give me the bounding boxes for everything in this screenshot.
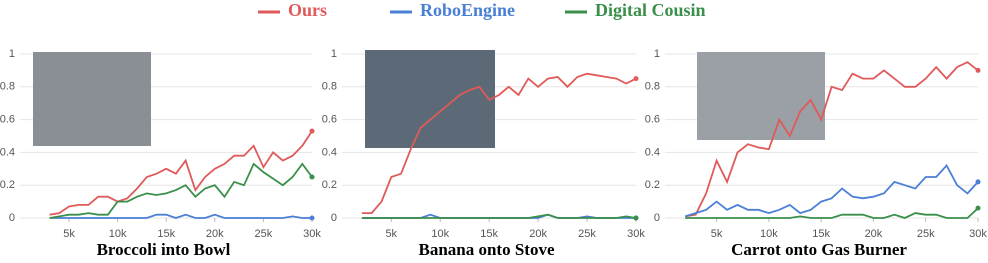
x-tick-label: 10k [431,228,449,240]
y-tick-label: 0.6 [645,114,660,126]
x-tick-label: 30k [969,228,987,240]
chart-title: Carrot onto Gas Burner [731,240,907,259]
series-line [49,213,312,219]
y-tick-label: 0.8 [322,81,337,93]
legend-label: Ours [288,0,327,20]
end-point [975,179,981,185]
chart-title: Broccoli into Bowl [97,240,231,259]
series-line [49,130,313,216]
x-tick-label: 5k [385,228,397,240]
x-tick-label: 20k [865,228,883,240]
end-point [309,174,315,180]
end-point [975,205,981,211]
series-line [685,207,979,219]
end-point [975,67,981,73]
y-tick-label: 0 [9,212,15,224]
x-tick-label: 30k [627,228,645,240]
y-tick-label: 0.4 [645,146,660,158]
x-tick-label: 10k [109,228,127,240]
end-point [633,215,639,221]
y-tick-label: 0 [331,212,337,224]
y-tick-label: 0.4 [322,146,337,158]
y-tick-label: 0.2 [322,179,337,191]
end-point [309,215,315,221]
series-line [361,213,637,219]
end-point [633,76,639,82]
inset-image [365,50,495,148]
x-tick-label: 20k [206,228,224,240]
y-tick-label: 1 [9,48,15,60]
series-line [49,162,313,219]
y-tick-label: 1 [331,48,337,60]
x-tick-label: 15k [157,228,175,240]
legend-label: Digital Cousin [595,0,706,20]
y-tick-label: 0.8 [0,81,15,93]
x-tick-label: 25k [917,228,935,240]
y-tick-label: 0.2 [0,179,15,191]
series-line [685,61,979,218]
x-tick-label: 5k [711,228,723,240]
inset-image [697,52,825,140]
series-line [361,72,637,214]
x-tick-label: 5k [63,228,75,240]
chart-title: Banana onto Stove [418,240,554,259]
x-tick-label: 30k [303,228,321,240]
x-tick-label: 15k [812,228,830,240]
end-point [309,128,315,134]
y-tick-label: 0 [654,212,660,224]
x-tick-label: 15k [480,228,498,240]
y-tick-label: 0.6 [322,114,337,126]
y-tick-label: 0.6 [0,114,15,126]
x-tick-label: 25k [578,228,596,240]
x-tick-label: 25k [255,228,273,240]
x-tick-label: 20k [529,228,547,240]
y-tick-label: 0.8 [645,81,660,93]
legend-label: RoboEngine [420,0,515,20]
y-tick-label: 0.2 [645,179,660,191]
inset-image [33,52,151,146]
series-line [684,163,979,218]
y-tick-label: 0.4 [0,146,15,158]
y-tick-label: 1 [654,48,660,60]
x-tick-label: 10k [760,228,778,240]
